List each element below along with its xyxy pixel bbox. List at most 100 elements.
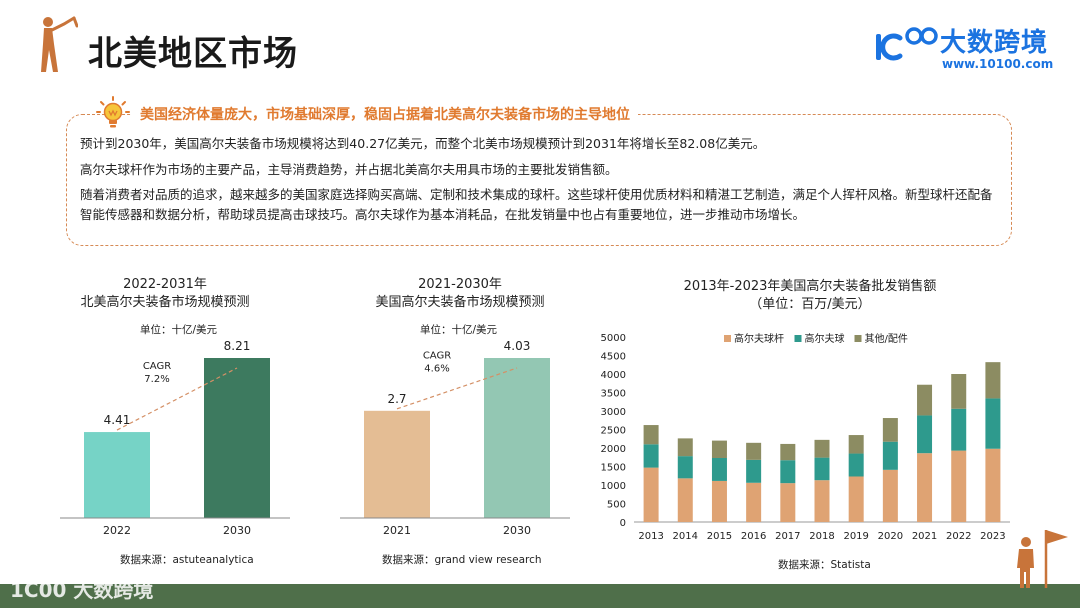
chart2-source: 数据来源：grand view research <box>382 554 542 566</box>
chart3-legend-label: 高尔夫球杆 <box>734 332 784 345</box>
chart3-y-tick: 500 <box>607 500 626 511</box>
brand-name: 大数跨境 <box>940 28 1049 58</box>
chart3-bar-2022-s2 <box>951 374 967 409</box>
chart3-legend-label: 高尔夫球 <box>805 332 845 345</box>
chart1-bar-2030 <box>204 358 270 518</box>
watermark: 1C00 大数跨境 <box>10 574 153 603</box>
chart1-value-label: 8.21 <box>224 339 251 353</box>
chart2-svg: 2.7 2021 4.03 2030 CAGR 4.6% <box>340 339 570 537</box>
callout-body: 预计到2030年，美国高尔夫装备市场规模将达到40.27亿美元，而整个北美市场规… <box>80 134 1000 230</box>
chart3-x-tick: 2023 <box>980 531 1005 542</box>
callout-paragraph-3: 随着消费者对品质的追求，越来越多的美国家庭选择购买高端、定制和技术集成的球杆。这… <box>80 187 993 222</box>
chart1-x-tick: 2022 <box>103 524 131 537</box>
chart3-bar-2018-s1 <box>814 457 830 481</box>
chart3-bar-2014-s0 <box>677 478 693 522</box>
chart3-legend-label: 其他/配件 <box>865 332 908 345</box>
chart3-x-tick: 2016 <box>741 531 766 542</box>
chart3-bar-2016-s1 <box>746 459 762 483</box>
chart3-x-tick: 2021 <box>912 531 937 542</box>
chart3-x-tick: 2014 <box>673 531 698 542</box>
chart3-bar-2018-s0 <box>814 480 830 522</box>
chart3-bar-2019-s2 <box>848 435 864 454</box>
chart3-y-tick: 2500 <box>601 426 626 437</box>
chart3-bar-2023-s0 <box>985 448 1001 522</box>
chart3-y-tick: 4000 <box>601 370 626 381</box>
chart3-y-tick: 0 <box>620 518 626 529</box>
chart3-x-tick: 2017 <box>775 531 800 542</box>
chart3-source: 数据来源：Statista <box>778 559 871 571</box>
chart3-bar-2019-s1 <box>848 453 864 477</box>
chart3-bar-2014-s1 <box>677 456 693 479</box>
chart3-legend-swatch <box>724 335 731 342</box>
chart1-subtitle: 北美高尔夫装备市场规模预测 <box>80 295 250 310</box>
chart1-title-block: 2022-2031年 北美高尔夫装备市场规模预测 <box>40 276 290 312</box>
chart3-bar-2014-s2 <box>677 438 693 457</box>
chart3-bar-2021-s2 <box>917 384 933 416</box>
chart3-legend-swatch <box>794 335 802 342</box>
chart2-cagr-line <box>396 367 518 410</box>
chart3-x-tick: 2022 <box>946 531 971 542</box>
chart3-bar-2022-s0 <box>951 450 967 522</box>
chart2-x-tick: 2030 <box>503 524 531 537</box>
chart1-cagr-label: CAGR <box>143 361 171 372</box>
chart3-subtitle: （单位：百万/美元） <box>749 297 871 312</box>
chart3-bar-2013-s0 <box>643 467 659 522</box>
chart2-unit: 单位：十亿/美元 <box>420 324 498 336</box>
chart2-cagr-value: 4.6% <box>424 363 449 374</box>
watermark-text: 大数跨境 <box>73 578 154 602</box>
chart3-bar-2023-s1 <box>985 398 1001 449</box>
chart1-unit: 单位：十亿/美元 <box>140 324 218 336</box>
chart3-bar-2015-s1 <box>711 457 727 481</box>
chart3-bar-2013-s1 <box>643 444 659 468</box>
chart3-bar-2016-s0 <box>746 482 762 522</box>
callout-paragraph-2: 高尔夫球杆作为市场的主要产品，主导消费趋势，并占据北美高尔夫用具市场的主要批发销… <box>80 161 618 177</box>
lightbulb-icon <box>96 96 130 128</box>
golfer-icon <box>41 16 78 72</box>
watermark-mark: 1C00 <box>10 578 67 602</box>
chart3-bar-2015-s2 <box>711 440 727 458</box>
chart3-y-tick: 1500 <box>601 463 626 474</box>
chart3-bar-2020-s2 <box>882 418 898 442</box>
page-title: 北美地区市场 <box>88 34 298 74</box>
chart3-y-tick: 4500 <box>601 352 626 363</box>
chart1-svg: 4.41 2022 8.21 2030 CAGR 7.2% <box>60 339 290 537</box>
chart3-bar-2013-s2 <box>643 425 659 445</box>
brand-mark-icon <box>876 27 938 61</box>
chart3-legend-swatch <box>854 335 862 342</box>
chart3-title: 2013年-2023年美国高尔夫装备批发销售额 <box>683 279 937 294</box>
chart3-bar-2020-s1 <box>882 441 898 470</box>
chart3-bar-2018-s2 <box>814 439 830 458</box>
chart2-title-block: 2021-2030年 美国高尔夫装备市场规模预测 <box>330 276 590 312</box>
chart3-title-block: 2013年-2023年美国高尔夫装备批发销售额 （单位：百万/美元） <box>640 278 980 314</box>
chart3-x-tick: 2015 <box>707 531 732 542</box>
chart1-value-label: 4.41 <box>104 413 131 427</box>
chart3-y-tick: 5000 <box>601 333 626 344</box>
chart1-source: 数据来源：astuteanalytica <box>120 554 254 566</box>
chart3-bar-2023-s2 <box>985 362 1001 399</box>
chart3-svg: 0 500 1000 1500 2000 2500 3000 3500 4000 4500 5000… <box>601 332 1010 542</box>
chart3-x-tick: 2019 <box>843 531 868 542</box>
chart2-cagr-label: CAGR <box>423 350 451 361</box>
callout-paragraph-1: 预计到2030年，美国高尔夫装备市场规模将达到40.27亿美元，而整个北美市场规… <box>80 136 766 151</box>
chart2-value-label: 2.7 <box>387 392 406 406</box>
chart3-bar-2022-s1 <box>951 408 967 451</box>
chart3-bar-2015-s0 <box>711 480 727 522</box>
callout-heading: 美国经济体量庞大，市场基础深厚，稳固占据着北美高尔夫装备市场的主导地位 <box>132 104 638 124</box>
chart2-bar-2030 <box>484 358 550 518</box>
chart2-value-label: 4.03 <box>504 339 531 353</box>
chart3-bar-2021-s1 <box>917 415 933 454</box>
brand-logo[interactable]: 大数跨境 www.10100.com <box>874 20 1054 80</box>
chart2-bar-2021 <box>364 410 430 518</box>
chart3-bar-2017-s2 <box>780 443 796 461</box>
chart3-y-tick: 1000 <box>601 481 626 492</box>
chart3-y-tick: 2000 <box>601 444 626 455</box>
chart3-bar-2017-s1 <box>780 460 796 484</box>
chart3-y-tick: 3000 <box>601 407 626 418</box>
chart3-bar-2020-s0 <box>882 469 898 522</box>
brand-url[interactable]: www.10100.com <box>942 57 1054 71</box>
chart2-x-tick: 2021 <box>383 524 411 537</box>
flag-golfer-icon <box>1017 530 1068 588</box>
chart3-bar-2021-s0 <box>917 453 933 522</box>
chart1-title: 2022-2031年 <box>123 277 207 292</box>
chart1-bar-2022 <box>84 432 150 518</box>
